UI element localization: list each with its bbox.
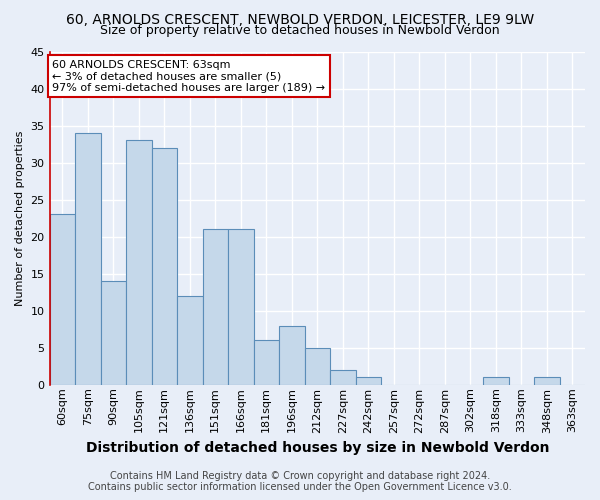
Text: Size of property relative to detached houses in Newbold Verdon: Size of property relative to detached ho…: [100, 24, 500, 37]
Bar: [50, 214, 75, 385]
Bar: [305, 348, 330, 385]
Bar: [228, 229, 254, 385]
Text: 60, ARNOLDS CRESCENT, NEWBOLD VERDON, LEICESTER, LE9 9LW: 60, ARNOLDS CRESCENT, NEWBOLD VERDON, LE…: [66, 12, 534, 26]
Bar: [126, 140, 152, 385]
Bar: [483, 378, 509, 385]
Bar: [254, 340, 279, 385]
Bar: [203, 229, 228, 385]
Bar: [177, 296, 203, 385]
Bar: [75, 133, 101, 385]
Text: Contains HM Land Registry data © Crown copyright and database right 2024.
Contai: Contains HM Land Registry data © Crown c…: [88, 471, 512, 492]
Bar: [279, 326, 305, 385]
X-axis label: Distribution of detached houses by size in Newbold Verdon: Distribution of detached houses by size …: [86, 441, 549, 455]
Bar: [330, 370, 356, 385]
Bar: [534, 378, 560, 385]
Y-axis label: Number of detached properties: Number of detached properties: [15, 130, 25, 306]
Bar: [152, 148, 177, 385]
Text: 60 ARNOLDS CRESCENT: 63sqm
← 3% of detached houses are smaller (5)
97% of semi-d: 60 ARNOLDS CRESCENT: 63sqm ← 3% of detac…: [52, 60, 325, 93]
Bar: [101, 281, 126, 385]
Bar: [356, 378, 381, 385]
